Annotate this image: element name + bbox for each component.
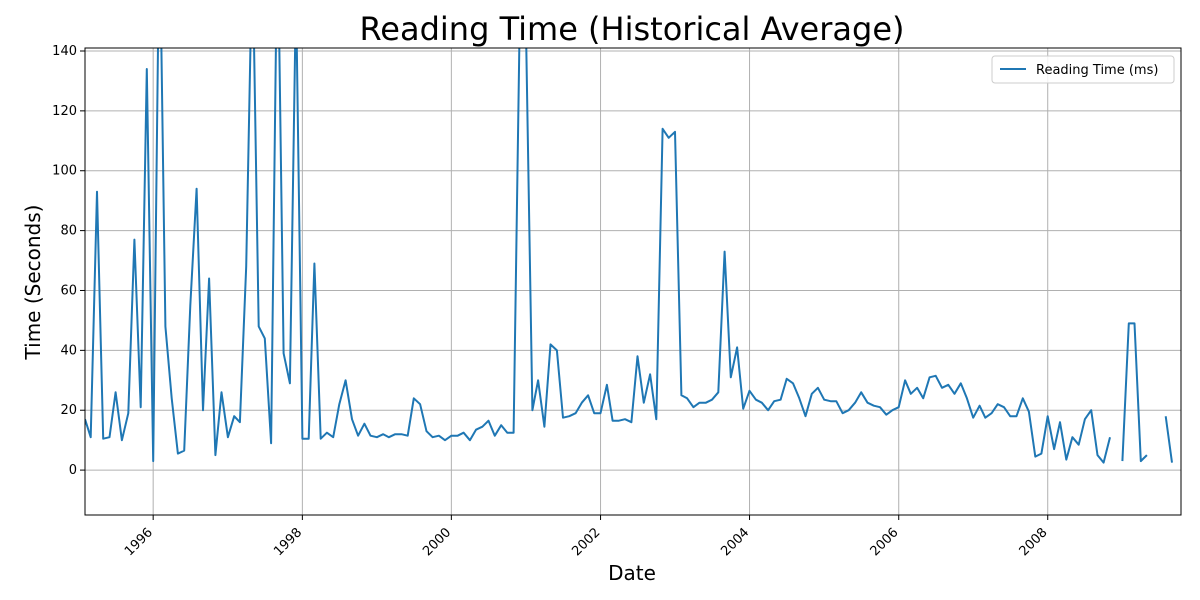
plot-frame bbox=[84, 47, 1182, 516]
y-tick-label: 100 bbox=[52, 164, 77, 179]
series-layer bbox=[85, 48, 1173, 464]
y-tick-label: 140 bbox=[52, 44, 77, 59]
legend-label: Reading Time (ms) bbox=[1036, 63, 1158, 78]
y-tick-label: 0 bbox=[69, 463, 77, 478]
grid bbox=[85, 48, 1181, 515]
y-tick-label: 80 bbox=[60, 224, 77, 239]
y-axis-ticks: 0 20 40 60 80 100 120 140 bbox=[52, 44, 85, 478]
x-axis-label: Date bbox=[608, 561, 656, 585]
y-axis-label: Time (Seconds) bbox=[21, 205, 45, 361]
series-line bbox=[85, 48, 1173, 464]
chart-title: Reading Time (Historical Average) bbox=[360, 10, 905, 48]
y-tick-label: 20 bbox=[60, 403, 77, 418]
y-tick-label: 60 bbox=[60, 283, 77, 298]
y-tick-label: 120 bbox=[52, 104, 77, 119]
legend: Reading Time (ms) bbox=[991, 55, 1175, 84]
y-tick-label: 40 bbox=[60, 343, 77, 358]
legend-box bbox=[991, 55, 1175, 84]
